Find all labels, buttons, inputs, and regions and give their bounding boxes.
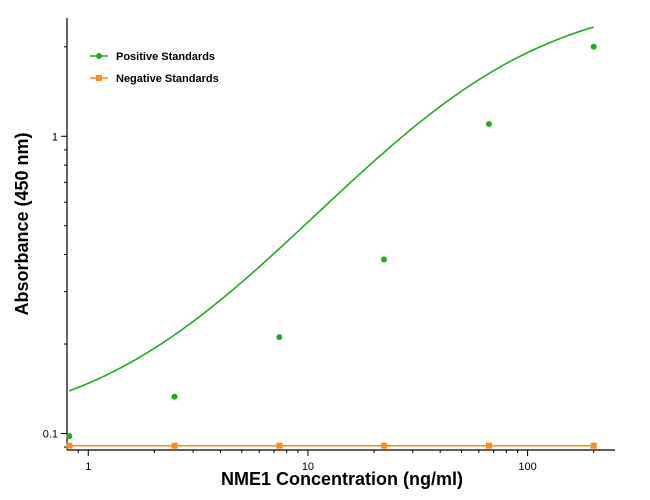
series-1-curve <box>69 26 594 392</box>
x-axis-title: NME1 Concentration (ng/ml) <box>221 469 463 489</box>
series-1-point <box>171 393 178 400</box>
series-2-point <box>590 442 597 449</box>
curve-layer <box>69 26 594 447</box>
legend-label: Positive Standards <box>116 51 215 63</box>
series-2-point <box>171 442 178 449</box>
series-1-point <box>66 433 73 440</box>
legend-swatch-marker <box>96 75 102 81</box>
legend-label: Negative Standards <box>116 73 219 85</box>
x-tick-label: 100 <box>518 461 536 473</box>
series-1-point <box>590 43 597 50</box>
series-2-point <box>381 442 388 449</box>
axes-layer: 1 10 100 0.1 1 <box>43 18 615 473</box>
series-2-point <box>66 442 73 449</box>
series-1-point <box>485 120 492 127</box>
legend-swatch-marker <box>96 53 102 59</box>
x-tick-label: 1 <box>85 461 91 473</box>
series-1-point <box>276 334 283 341</box>
y-axis-title: Absorbance (450 nm) <box>12 132 32 315</box>
legend: Positive Standards Negative Standards <box>90 51 219 85</box>
series-1-point <box>381 256 388 263</box>
x-tick-label: 10 <box>302 461 314 473</box>
y-tick-label: 1 <box>52 131 58 143</box>
series-2-point <box>485 442 492 449</box>
series-2-point <box>276 442 283 449</box>
y-tick-label: 0.1 <box>43 428 58 440</box>
points-layer <box>66 43 597 449</box>
